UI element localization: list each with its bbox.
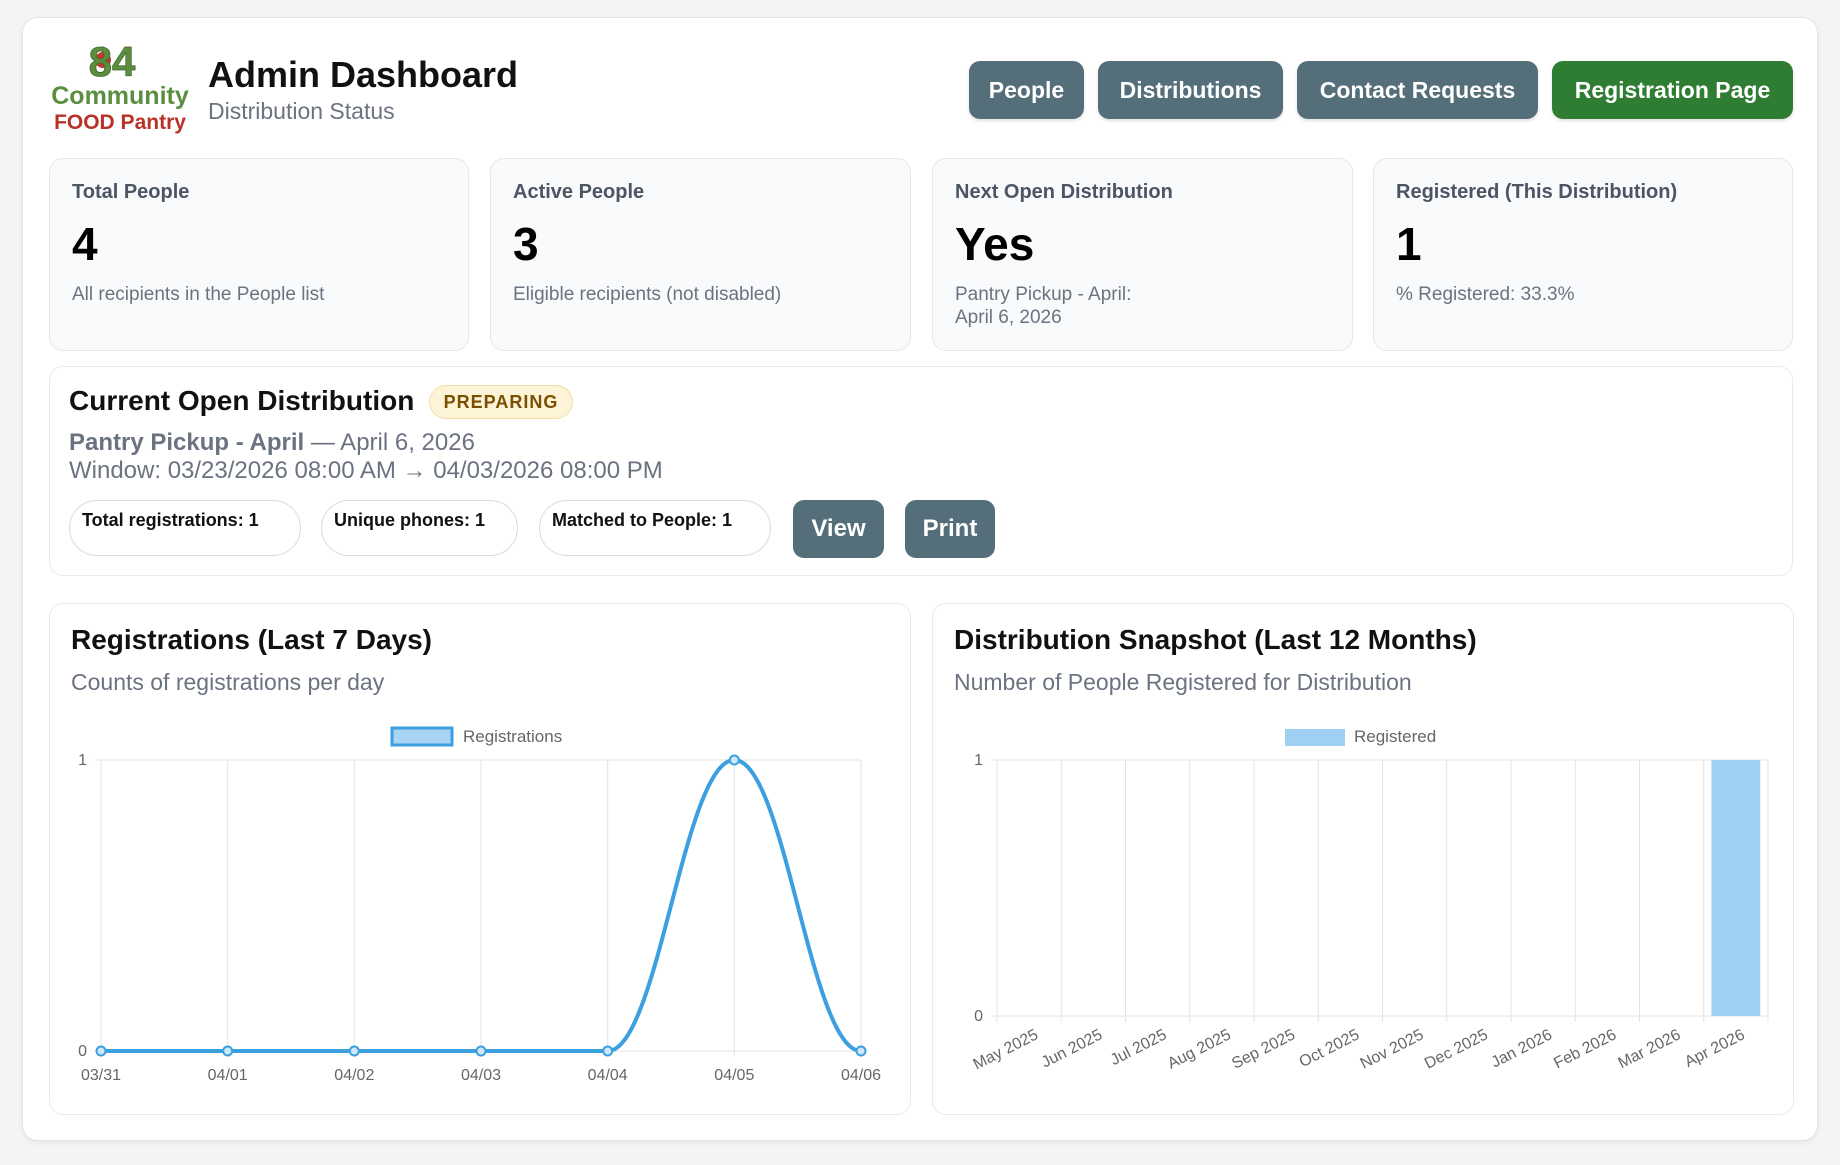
legend-swatch (1285, 729, 1345, 746)
data-point (855, 1045, 867, 1057)
y-tick-label: 1 (78, 752, 87, 769)
x-tick-label: Feb 2026 (1551, 1026, 1619, 1072)
chart-subtitle: Counts of registrations per day (71, 669, 385, 695)
stat-card-total-people: Total People 4 All recipients in the Peo… (49, 158, 469, 351)
distributions-button[interactable]: Distributions (1098, 61, 1283, 119)
print-button[interactable]: Print (905, 500, 995, 558)
x-tick-label: 04/05 (714, 1067, 754, 1084)
x-tick-label: 04/04 (588, 1067, 628, 1084)
stat-note: % Registered: 33.3% (1396, 284, 1575, 305)
x-tick-label: 04/06 (841, 1067, 881, 1084)
stat-value: 4 (72, 218, 98, 270)
stat-card-active-people: Active People 3 Eligible recipients (not… (490, 158, 911, 351)
strawberry-icon (95, 52, 111, 68)
page-title: Admin Dashboard (208, 54, 519, 95)
registrations-chart-panel: Registrations (Last 7 Days) Counts of re… (49, 603, 911, 1115)
chart-title: Registrations (Last 7 Days) (71, 624, 432, 655)
stat-note: All recipients in the People list (72, 284, 325, 305)
matched-people-pill: Matched to People: 1 (539, 500, 771, 556)
y-tick-label: 0 (78, 1043, 87, 1060)
x-tick-label: Sep 2025 (1229, 1026, 1298, 1072)
distribution-window: Window: 03/23/2026 08:00 AM → 04/03/2026… (69, 457, 663, 484)
stat-value: 3 (513, 218, 539, 270)
registration-page-button[interactable]: Registration Page (1552, 61, 1793, 119)
stat-note: Eligible recipients (not disabled) (513, 284, 782, 305)
legend-label: Registered (1354, 727, 1436, 746)
stat-label: Total People (72, 181, 190, 203)
stat-card-next-open-distribution: Next Open Distribution Yes Pantry Pickup… (932, 158, 1353, 351)
distribution-name: Pantry Pickup - April (69, 429, 305, 456)
x-tick-label: 04/01 (208, 1067, 248, 1084)
legend-label: Registrations (463, 727, 562, 746)
distribution-date: — April 6, 2026 (304, 429, 475, 456)
stat-card-registered: Registered (This Distribution) 1 % Regis… (1373, 158, 1793, 351)
registrations-line-chart: Registrations 03/31 04/01 04/02 04/03 04/04 04… (78, 726, 881, 1084)
bar (1711, 760, 1761, 1016)
x-tick-label: Nov 2025 (1358, 1026, 1427, 1072)
x-tick-label: Apr 2026 (1682, 1026, 1748, 1071)
x-tick-label: Dec 2025 (1422, 1026, 1491, 1072)
x-tick-label: 04/03 (461, 1067, 501, 1084)
data-point (95, 1045, 107, 1057)
x-tick-label: 03/31 (81, 1067, 121, 1084)
logo-number: 84 (89, 42, 136, 85)
logo-community: Community (51, 82, 189, 110)
x-tick-label: 04/02 (334, 1067, 374, 1084)
chart-subtitle: Number of People Registered for Distribu… (954, 669, 1412, 695)
people-button[interactable]: People (969, 61, 1084, 119)
stat-note: Pantry Pickup - April: April 6, 2026 (955, 284, 1132, 328)
stat-value: 1 (1396, 218, 1422, 270)
x-tick-label: Aug 2025 (1165, 1026, 1234, 1072)
y-tick-label: 0 (974, 1008, 983, 1025)
status-badge: PREPARING (429, 385, 573, 419)
distribution-snapshot-panel: Distribution Snapshot (Last 12 Months) N… (932, 603, 1794, 1115)
current-open-distribution-card: Current Open Distribution PREPARING Pant… (49, 366, 1793, 576)
legend-swatch (390, 726, 454, 747)
logo-food-pantry: FOOD Pantry (54, 111, 186, 134)
distribution-name-line: Pantry Pickup - April — April 6, 2026 (69, 429, 475, 457)
x-tick-label: Oct 2025 (1297, 1026, 1363, 1071)
x-tick-label: Jun 2025 (1039, 1026, 1105, 1071)
view-button[interactable]: View (793, 500, 884, 558)
stat-value: Yes (955, 218, 1035, 270)
contact-requests-button[interactable]: Contact Requests (1297, 61, 1538, 119)
data-point (348, 1045, 360, 1057)
page-subtitle: Distribution Status (208, 98, 395, 124)
stat-label: Registered (This Distribution) (1396, 181, 1678, 203)
data-point (222, 1045, 234, 1057)
food-pantry-logo: 84 Community FOOD Pantry (51, 42, 189, 134)
registrations-series-line (101, 757, 862, 1053)
y-tick-label: 1 (974, 752, 983, 769)
x-tick-label: May 2025 (971, 1026, 1041, 1073)
total-registrations-pill: Total registrations: 1 (69, 500, 301, 556)
chart-title: Distribution Snapshot (Last 12 Months) (954, 624, 1477, 655)
x-tick-label: Mar 2026 (1615, 1026, 1683, 1072)
data-point (475, 1045, 487, 1057)
data-point (602, 1045, 614, 1057)
x-tick-label: Jan 2026 (1489, 1026, 1555, 1071)
section-title: Current Open Distribution (69, 385, 415, 416)
data-point (728, 754, 740, 766)
unique-phones-pill: Unique phones: 1 (321, 500, 518, 556)
x-tick-label: Jul 2025 (1108, 1026, 1170, 1069)
stat-label: Next Open Distribution (955, 181, 1173, 203)
stat-label: Active People (513, 181, 645, 203)
